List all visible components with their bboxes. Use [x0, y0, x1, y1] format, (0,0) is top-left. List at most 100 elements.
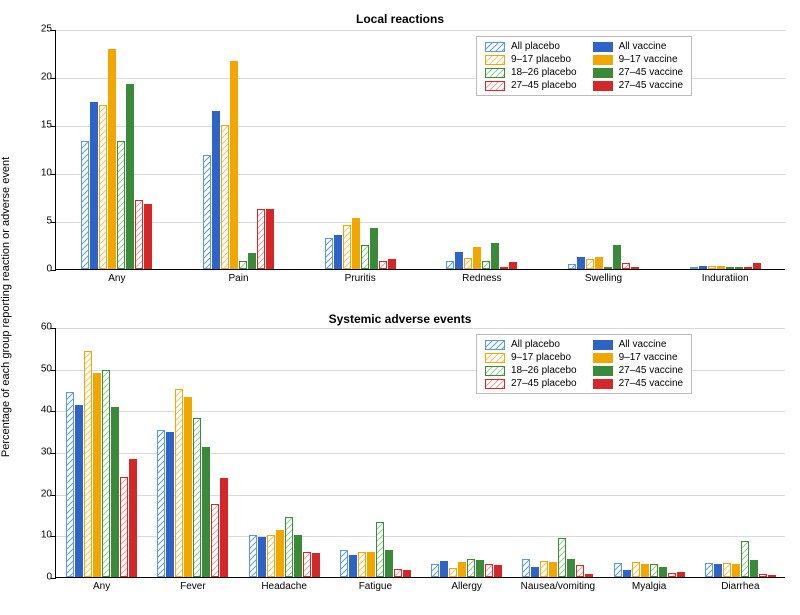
legend-swatch	[485, 55, 505, 65]
bar-2745_vaccine_g	[385, 550, 393, 578]
chart-title-systemic: Systemic adverse events	[0, 312, 800, 326]
category-label: Pain	[228, 273, 248, 284]
bar-2745_placebo	[303, 552, 311, 577]
ytick-label: 40	[41, 405, 52, 416]
legend-label: All vaccine	[619, 339, 667, 350]
bar-1826_placebo	[285, 517, 293, 577]
bar-all_vaccine	[455, 252, 463, 269]
legend-item: 27–45 vaccine	[593, 365, 684, 376]
legend-item: 27–45 vaccine	[593, 80, 684, 91]
category-label: Diarrhea	[721, 581, 759, 592]
bar-917_placebo	[84, 351, 92, 577]
category-label: Any	[93, 581, 110, 592]
ytick-label: 25	[41, 24, 52, 35]
bar-1826_placebo	[239, 261, 247, 269]
bar-2745_vaccine_r	[677, 572, 685, 577]
category-label: Redness	[462, 273, 501, 284]
bar-917_placebo	[708, 266, 716, 269]
bar-917_placebo	[358, 552, 366, 577]
gridline	[56, 411, 785, 412]
legend-swatch	[485, 81, 505, 91]
legend-item: 9–17 vaccine	[593, 352, 684, 363]
ytick-label: 0	[46, 572, 52, 583]
bar-1826_placebo	[361, 245, 369, 269]
bar-2745_placebo	[576, 565, 584, 578]
bar-2745_placebo	[394, 569, 402, 577]
bar-all_placebo	[66, 392, 74, 577]
ytick-label: 10	[41, 530, 52, 541]
legend-label: 27–45 placebo	[511, 378, 577, 389]
bar-2745_placebo	[744, 267, 752, 269]
bar-917_vaccine	[352, 218, 360, 269]
legend-item: 18–26 placebo	[485, 365, 577, 376]
bar-917_vaccine	[549, 562, 557, 577]
bar-2745_vaccine_r	[509, 262, 517, 269]
legend-label: 27–45 vaccine	[619, 365, 684, 376]
bar-2745_vaccine_r	[768, 575, 776, 577]
bar-2745_vaccine_g	[111, 407, 119, 577]
bar-917_placebo	[632, 562, 640, 577]
bar-all_placebo	[325, 238, 333, 269]
bar-all_vaccine	[75, 405, 83, 578]
legend-swatch	[485, 353, 505, 363]
category-label: Headache	[261, 581, 307, 592]
category-label: Induratiion	[702, 273, 749, 284]
bar-917_vaccine	[717, 266, 725, 269]
category-label: Myalgia	[632, 581, 666, 592]
legend-label: 27–45 vaccine	[619, 378, 684, 389]
legend-label: All vaccine	[619, 41, 667, 52]
bar-all_vaccine	[258, 537, 266, 577]
legend-swatch	[485, 42, 505, 52]
bar-all_placebo	[705, 563, 713, 577]
legend-item: All vaccine	[593, 339, 684, 350]
bar-917_vaccine	[230, 61, 238, 269]
bar-all_placebo	[568, 264, 576, 269]
bar-2745_placebo	[120, 477, 128, 577]
bar-2745_vaccine_g	[248, 253, 256, 269]
legend-item: 18–26 placebo	[485, 67, 577, 78]
category-label: Nausea/vomiting	[521, 581, 595, 592]
bar-2745_vaccine_g	[491, 243, 499, 269]
bar-2745_placebo	[759, 574, 767, 577]
bar-2745_vaccine_g	[126, 84, 134, 269]
bar-all_vaccine	[531, 567, 539, 577]
y-axis-label: Percentage of each group reporting react…	[0, 157, 12, 457]
ytick-label: 30	[41, 447, 52, 458]
ytick-label: 20	[41, 72, 52, 83]
bar-all_placebo	[249, 535, 257, 577]
bar-1826_placebo	[482, 261, 490, 269]
category-label: Allergy	[451, 581, 482, 592]
bar-1826_placebo	[376, 522, 384, 577]
bar-917_vaccine	[732, 564, 740, 577]
legend-label: 27–45 vaccine	[619, 80, 684, 91]
bar-917_placebo	[723, 563, 731, 577]
bar-all_vaccine	[623, 570, 631, 577]
bar-all_placebo	[203, 155, 211, 269]
bar-2745_vaccine_r	[144, 204, 152, 269]
bar-2745_vaccine_g	[294, 535, 302, 577]
bar-917_vaccine	[473, 247, 481, 269]
bar-1826_placebo	[604, 267, 612, 269]
legend-swatch	[593, 42, 613, 52]
bar-917_placebo	[343, 225, 351, 269]
bar-2745_vaccine_g	[567, 559, 575, 577]
bar-917_placebo	[99, 105, 107, 269]
bar-2745_placebo	[257, 209, 265, 269]
bar-2745_vaccine_r	[753, 263, 761, 269]
bar-all_placebo	[81, 141, 89, 269]
bar-all_placebo	[431, 564, 439, 577]
bar-1826_placebo	[726, 267, 734, 269]
legend-item: All vaccine	[593, 41, 684, 52]
bar-917_placebo	[464, 258, 472, 269]
legend-item: 27–45 vaccine	[593, 67, 684, 78]
bar-917_placebo	[586, 259, 594, 269]
legend-swatch	[485, 379, 505, 389]
ytick-label: 20	[41, 488, 52, 499]
bar-2745_placebo	[379, 261, 387, 269]
bar-2745_vaccine_g	[659, 567, 667, 577]
bar-2745_vaccine_r	[266, 209, 274, 269]
bar-2745_vaccine_r	[585, 574, 593, 577]
bar-917_placebo	[175, 389, 183, 577]
bar-2745_vaccine_g	[613, 245, 621, 269]
bar-917_placebo	[267, 535, 275, 578]
